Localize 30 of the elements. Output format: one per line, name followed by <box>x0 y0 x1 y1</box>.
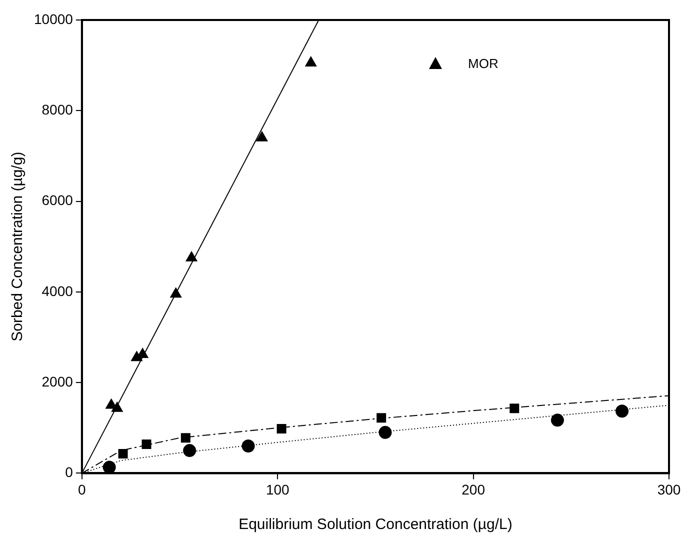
y-tick-label: 0 <box>65 464 74 480</box>
point <box>616 404 629 418</box>
y-tick-label: 10000 <box>34 10 74 27</box>
point <box>118 448 128 458</box>
point <box>276 424 286 434</box>
point <box>510 404 520 414</box>
x-tick-label: 200 <box>462 481 486 498</box>
point <box>111 402 123 412</box>
point <box>550 414 564 427</box>
point <box>183 444 196 458</box>
y-tick-label: 4000 <box>42 282 74 299</box>
point <box>242 440 255 453</box>
x-tick-label: 0 <box>78 481 86 498</box>
point <box>170 288 182 298</box>
x-tick-label: 300 <box>657 481 681 498</box>
point <box>142 439 152 449</box>
point <box>102 460 116 474</box>
y-tick-label: 8000 <box>42 102 74 118</box>
point <box>376 413 386 423</box>
point <box>180 433 190 443</box>
point <box>378 426 392 439</box>
point <box>256 131 268 142</box>
legend-label: MOR <box>468 56 498 70</box>
x-axis-title: Equilibrium Solution Concentration (µg/L) <box>238 516 512 534</box>
x-tick-label: 100 <box>266 481 290 498</box>
y-tick-label: 2000 <box>42 373 74 390</box>
y-axis-title: Sorbed Concentration (µg/g) <box>9 152 26 342</box>
point <box>186 251 198 262</box>
point <box>305 56 317 67</box>
y-tick-label: 6000 <box>42 192 74 208</box>
